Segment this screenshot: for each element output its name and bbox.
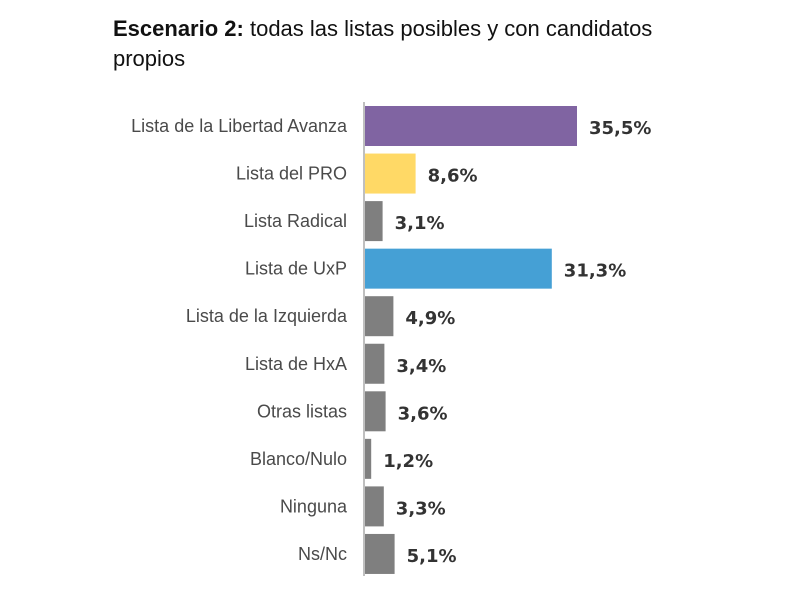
bar-5 bbox=[364, 343, 385, 384]
bar-3 bbox=[364, 248, 552, 289]
value-label-8: 3,3% bbox=[396, 498, 446, 519]
category-label-0: Lista de la Libertad Avanza bbox=[131, 116, 348, 136]
value-label-0: 35,5% bbox=[589, 118, 651, 139]
bar-6 bbox=[364, 391, 386, 432]
category-label-1: Lista del PRO bbox=[236, 164, 347, 184]
value-label-7: 1,2% bbox=[383, 451, 433, 472]
category-label-6: Otras listas bbox=[257, 401, 347, 421]
category-label-7: Blanco/Nulo bbox=[250, 449, 347, 469]
category-label-9: Ns/Nc bbox=[298, 544, 347, 564]
bar-9 bbox=[364, 533, 395, 574]
bar-7 bbox=[364, 438, 372, 479]
chart-title: Escenario 2: todas las listas posibles y… bbox=[113, 14, 673, 74]
bar-0 bbox=[364, 106, 577, 146]
category-label-5: Lista de HxA bbox=[245, 354, 347, 374]
bar-4 bbox=[364, 296, 394, 337]
value-label-3: 31,3% bbox=[564, 261, 626, 282]
chart-title-rest: todas las listas posibles y con candidat… bbox=[113, 16, 653, 71]
category-label-2: Lista Radical bbox=[244, 211, 347, 231]
bar-8 bbox=[364, 486, 384, 527]
bar-1 bbox=[364, 153, 416, 194]
category-label-4: Lista de la Izquierda bbox=[186, 306, 348, 326]
bars-layer: Lista de la Libertad Avanza 35,5% Lista de… bbox=[131, 106, 651, 574]
value-label-5: 3,4% bbox=[396, 356, 446, 377]
category-label-8: Ninguna bbox=[280, 496, 348, 516]
category-label-3: Lista de UxP bbox=[245, 259, 347, 279]
bar-2 bbox=[364, 201, 383, 242]
chart-title-bold: Escenario 2: bbox=[113, 16, 244, 41]
value-label-2: 3,1% bbox=[395, 213, 445, 234]
value-label-9: 5,1% bbox=[407, 546, 457, 567]
value-label-4: 4,9% bbox=[405, 308, 455, 329]
value-label-1: 8,6% bbox=[428, 166, 478, 187]
value-label-6: 3,6% bbox=[398, 403, 448, 424]
